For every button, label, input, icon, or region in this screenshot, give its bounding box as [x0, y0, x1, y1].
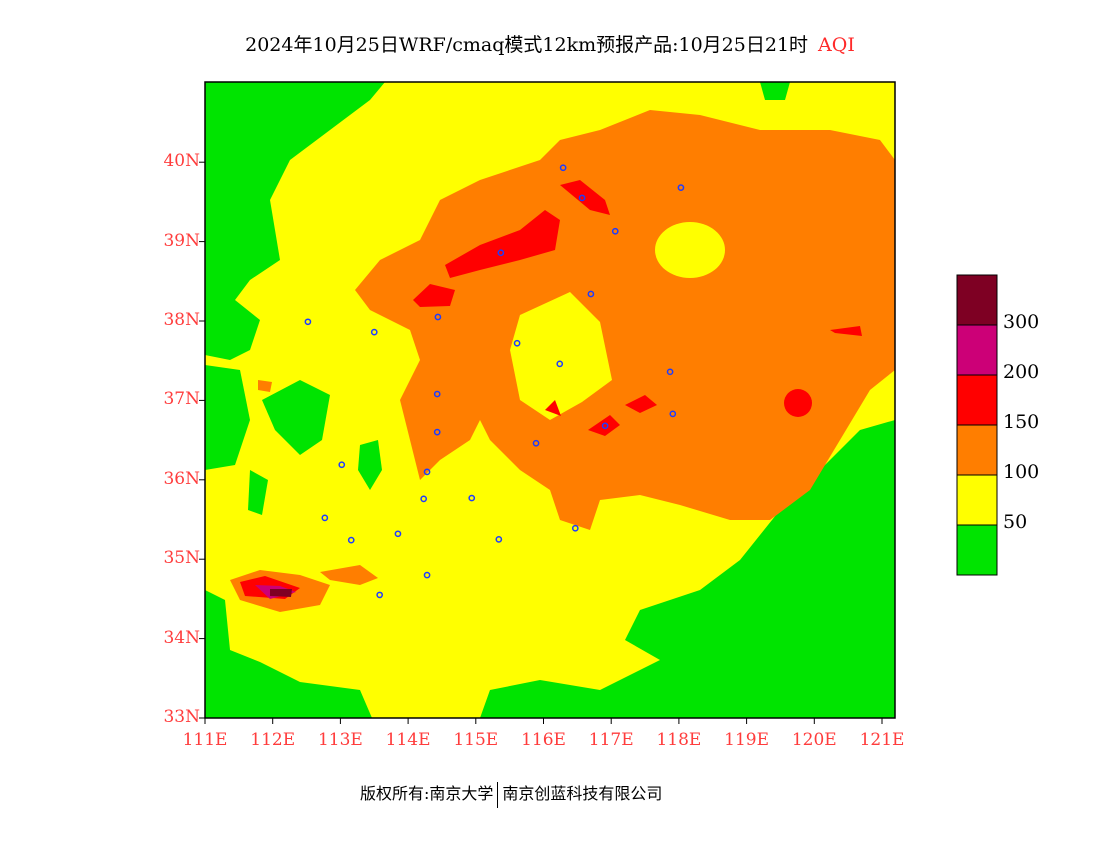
colorbar-swatch	[956, 274, 998, 326]
colorbar	[956, 274, 998, 576]
station-marker	[434, 313, 442, 321]
station-marker	[497, 249, 505, 257]
lat-label: 38N	[163, 310, 200, 330]
colorbar-label: 150	[1003, 411, 1040, 433]
lon-label: 120E	[791, 730, 837, 750]
station-marker	[677, 184, 685, 191]
station-marker	[321, 514, 329, 522]
station-marker	[376, 591, 384, 599]
station-marker	[420, 495, 428, 503]
lon-label: 116E	[521, 730, 566, 750]
lat-label: 36N	[163, 468, 200, 489]
lon-label: 117E	[588, 730, 634, 750]
colorbar-label: 300	[1003, 311, 1040, 333]
colorbar-label: 200	[1003, 361, 1040, 383]
station-marker	[304, 318, 312, 326]
field-yellow-holes	[510, 222, 725, 420]
aqi-field	[205, 82, 895, 718]
station-marker	[669, 410, 677, 418]
company-text: 南京创蓝科技有限公司	[502, 784, 663, 803]
station-marker	[578, 194, 586, 202]
lon-label: 119E	[724, 730, 770, 750]
station-marker	[423, 468, 431, 476]
map-title: 2024年10月25日WRF/cmaq模式12km预报产品:10月25日21时 A…	[0, 30, 1100, 57]
station-marker	[468, 494, 476, 502]
station-marker	[559, 164, 567, 172]
axis-ticks	[199, 161, 883, 724]
colorbar-swatch	[956, 324, 998, 376]
colorbar-label: 100	[1003, 461, 1040, 483]
station-marker	[556, 360, 564, 368]
station-markers	[304, 164, 685, 599]
station-marker	[394, 530, 402, 538]
lon-label: 121E	[859, 730, 905, 750]
station-marker	[571, 524, 579, 532]
lat-label: 40N	[163, 151, 200, 172]
station-marker	[587, 290, 595, 298]
copyright-text: 版权所有:南京大学	[360, 784, 494, 803]
station-marker	[666, 368, 674, 376]
colorbar-swatch	[956, 374, 998, 426]
lon-label: 114E	[385, 730, 431, 750]
station-marker	[433, 428, 441, 436]
station-marker	[370, 328, 378, 336]
colorbar-swatch	[956, 524, 998, 576]
station-marker	[513, 339, 521, 347]
lon-label: 113E	[317, 730, 363, 750]
colorbar-swatch	[956, 474, 998, 526]
footer: 版权所有:南京大学 南京创蓝科技有限公司	[360, 780, 662, 808]
station-marker	[347, 536, 355, 544]
lon-label: 111E	[182, 730, 228, 750]
footer-divider	[497, 781, 499, 808]
title-variable: AQI	[818, 34, 855, 56]
lon-label: 112E	[250, 730, 296, 750]
colorbar-swatch	[956, 424, 998, 476]
lat-label: 39N	[163, 230, 200, 251]
field-maroon	[270, 589, 292, 597]
lon-label: 118E	[656, 730, 702, 750]
station-marker	[423, 571, 431, 579]
station-marker	[611, 227, 619, 235]
station-marker	[433, 390, 441, 398]
title-main: 2024年10月25日WRF/cmaq模式12km预报产品:10月25日21时	[245, 34, 809, 56]
station-marker	[338, 461, 346, 469]
lat-label: 35N	[163, 548, 200, 569]
station-marker	[495, 536, 503, 543]
lat-label: 33N	[163, 707, 200, 727]
lon-label: 115E	[453, 730, 499, 750]
station-marker	[532, 439, 540, 447]
colorbar-label: 50	[1003, 511, 1028, 533]
field-green	[205, 82, 895, 718]
lat-label: 37N	[163, 389, 200, 410]
station-marker	[601, 422, 609, 430]
lat-label: 34N	[163, 627, 200, 648]
